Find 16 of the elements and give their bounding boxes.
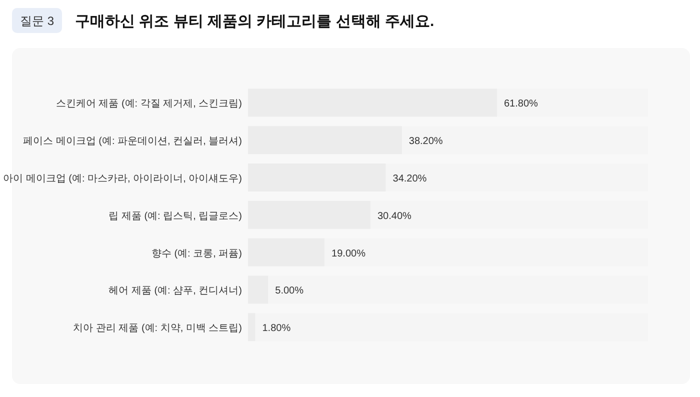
y-tick-label: 아이 메이크업 (예: 마스카라, 아이라이너, 아이섀도우) — [3, 174, 242, 184]
y-tick-label: 스킨케어 제품 (예: 각질 제거제, 스킨크림) — [56, 98, 242, 110]
data-label: 34.20% — [392, 174, 427, 184]
y-tick-label: 헤어 제품 (예: 샴푸, 컨디셔너) — [108, 286, 242, 297]
y-tick-label: 립 제품 (예: 립스틱, 립글로스) — [108, 210, 242, 222]
data-label: 38.20% — [408, 136, 443, 148]
y-tick-label: 페이스 메이크업 (예: 파운데이션, 컨실러, 블러셔) — [23, 136, 242, 148]
y-tick-label: 향수 (예: 코롱, 퍼퓸) — [151, 248, 242, 260]
y-tick-label: 치아 관리 제품 (예: 치약, 미백 스트립) — [73, 323, 242, 334]
data-label: 1.80% — [262, 323, 291, 334]
data-label: 30.40% — [377, 210, 412, 222]
chart-title: 구매하신 위조 뷰티 제품의 카테고리를 선택해 주세요. — [75, 13, 434, 30]
data-label: 5.00% — [275, 286, 304, 297]
data-label: 19.00% — [332, 248, 366, 260]
data-label: 61.80% — [504, 98, 538, 110]
badge: 질문 3 — [12, 8, 62, 33]
